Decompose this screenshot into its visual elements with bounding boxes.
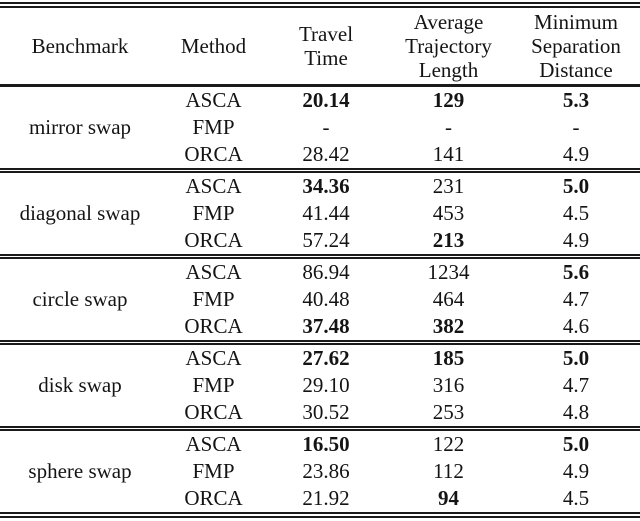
trajectory-length-cell: 112 — [433, 459, 464, 483]
method-cell: ASCA — [185, 346, 242, 370]
travel-time-cell: 28.42 — [302, 142, 350, 166]
trajectory-length-cell: 231 — [432, 174, 465, 198]
travel-time-cell: 20.14 — [302, 88, 350, 112]
separation-distance-cell: - — [572, 115, 580, 139]
trajectory-length-cell: 122 — [432, 432, 465, 456]
table-row: ORCA 21.92 94 4.5 — [0, 485, 640, 512]
top-double-rule — [0, 2, 640, 8]
method-cell: ASCA — [185, 88, 242, 112]
trajectory-length-cell: 129 — [432, 88, 465, 112]
travel-time-cell: 21.92 — [302, 486, 350, 510]
table-row: FMP 23.86 112 4.9 — [0, 458, 640, 485]
separation-distance-cell: 5.3 — [562, 88, 590, 112]
method-cell: ORCA — [184, 314, 243, 338]
column-header-method: Method — [180, 34, 247, 58]
trajectory-length-cell: 316 — [432, 373, 465, 397]
trajectory-length-cell: 141 — [432, 142, 465, 166]
travel-time-cell: 16.50 — [302, 432, 350, 456]
table-row: mirror swap ASCA 20.14 129 5.3 — [0, 86, 640, 139]
separation-distance-cell: 4.5 — [562, 201, 590, 225]
trajectory-length-cell: 453 — [432, 201, 465, 225]
table-row: disk swap ASCA 27.62 185 5.0 — [0, 343, 640, 397]
method-cell: ORCA — [184, 486, 243, 510]
separation-distance-cell: 4.7 — [562, 287, 590, 311]
table-row: FMP 40.48 464 4.7 — [0, 286, 640, 313]
travel-time-cell: 86.94 — [302, 260, 350, 284]
benchmark-name: diagonal swap — [19, 201, 141, 225]
separation-distance-cell: 5.0 — [562, 432, 590, 456]
column-header-travel-time: Travel Time — [298, 22, 354, 70]
separation-distance-cell: 4.7 — [562, 373, 590, 397]
benchmark-block-sphere-swap: sphere swap ASCA 16.50 122 5.0 FMP 23.86… — [0, 428, 640, 513]
travel-time-cell: 40.48 — [302, 287, 350, 311]
method-cell: FMP — [192, 373, 235, 397]
separation-distance-cell: 5.0 — [562, 174, 590, 198]
table-row: FMP - - - — [0, 114, 640, 141]
travel-time-cell: 57.24 — [302, 228, 350, 252]
benchmark-block-disk-swap: disk swap ASCA 27.62 185 5.0 FMP 29.10 3… — [0, 342, 640, 429]
trajectory-length-cell: 213 — [432, 228, 465, 252]
method-cell: FMP — [192, 459, 235, 483]
travel-time-cell: 23.86 — [302, 459, 350, 483]
table-row: diagonal swap ASCA 34.36 231 5.0 — [0, 171, 640, 225]
trajectory-length-cell: 94 — [438, 486, 459, 510]
method-cell: ORCA — [184, 228, 243, 252]
trajectory-length-cell: 464 — [432, 287, 465, 311]
column-header-benchmark: Benchmark — [31, 34, 129, 58]
travel-time-cell: 37.48 — [302, 314, 350, 338]
method-cell: FMP — [192, 115, 235, 139]
trajectory-length-cell: 253 — [432, 400, 465, 424]
travel-time-cell: 29.10 — [302, 373, 350, 397]
column-header-trajectory-length: Average Trajectory Length — [405, 10, 492, 82]
method-cell: FMP — [192, 287, 235, 311]
header-row: Benchmark Method Travel Time Average Tra… — [0, 8, 640, 86]
benchmark-name: disk swap — [38, 373, 122, 397]
trajectory-length-cell: 1234 — [427, 260, 470, 284]
separation-distance-cell: 4.9 — [562, 459, 590, 483]
separation-distance-cell: 4.5 — [562, 486, 590, 510]
benchmark-block-diagonal-swap: diagonal swap ASCA 34.36 231 5.0 FMP 41.… — [0, 170, 640, 257]
trajectory-length-cell: - — [445, 115, 452, 139]
travel-time-cell: 30.52 — [302, 400, 350, 424]
benchmark-name: mirror swap — [28, 115, 132, 139]
trajectory-length-cell: 382 — [432, 314, 465, 338]
trajectory-length-cell: 185 — [432, 346, 465, 370]
table-row: ORCA 28.42 141 4.9 — [0, 141, 640, 171]
method-cell: ORCA — [184, 400, 243, 424]
table-row: sphere swap ASCA 16.50 122 5.0 — [0, 429, 640, 483]
separation-distance-cell: 4.9 — [562, 228, 590, 252]
method-cell: ORCA — [184, 142, 243, 166]
benchmark-block-mirror-swap: mirror swap ASCA 20.14 129 5.3 FMP - - -… — [0, 86, 640, 171]
method-cell: ASCA — [185, 260, 242, 284]
benchmark-name: sphere swap — [28, 459, 132, 483]
separation-distance-cell: 5.0 — [562, 346, 590, 370]
separation-distance-cell: 4.8 — [562, 400, 590, 424]
benchmark-block-circle-swap: circle swap ASCA 86.94 1234 5.6 FMP 40.4… — [0, 256, 640, 343]
table-row: FMP 29.10 316 4.7 — [0, 372, 640, 399]
method-cell: FMP — [192, 201, 235, 225]
column-header-separation-distance: Minimum Separation Distance — [531, 10, 621, 82]
benchmark-name: circle swap — [32, 287, 128, 311]
travel-time-cell: 34.36 — [302, 174, 350, 198]
table-header: Benchmark Method Travel Time Average Tra… — [0, 8, 640, 86]
travel-time-cell: 27.62 — [302, 346, 350, 370]
bottom-double-rule — [0, 512, 640, 518]
travel-time-cell: - — [322, 115, 330, 139]
separation-distance-cell: 5.6 — [562, 260, 590, 284]
table-row: FMP 41.44 453 4.5 — [0, 200, 640, 227]
method-cell: ASCA — [185, 174, 242, 198]
separation-distance-cell: 4.6 — [562, 314, 590, 338]
results-table: Benchmark Method Travel Time Average Tra… — [0, 8, 640, 512]
separation-distance-cell: 4.9 — [562, 142, 590, 166]
table-row: ORCA 37.48 382 4.6 — [0, 313, 640, 343]
method-cell: ASCA — [185, 432, 242, 456]
table-row: circle swap ASCA 86.94 1234 5.6 — [0, 257, 640, 311]
table-row: ORCA 57.24 213 4.9 — [0, 227, 640, 257]
table-row: ORCA 30.52 253 4.8 — [0, 399, 640, 429]
travel-time-cell: 41.44 — [302, 201, 350, 225]
